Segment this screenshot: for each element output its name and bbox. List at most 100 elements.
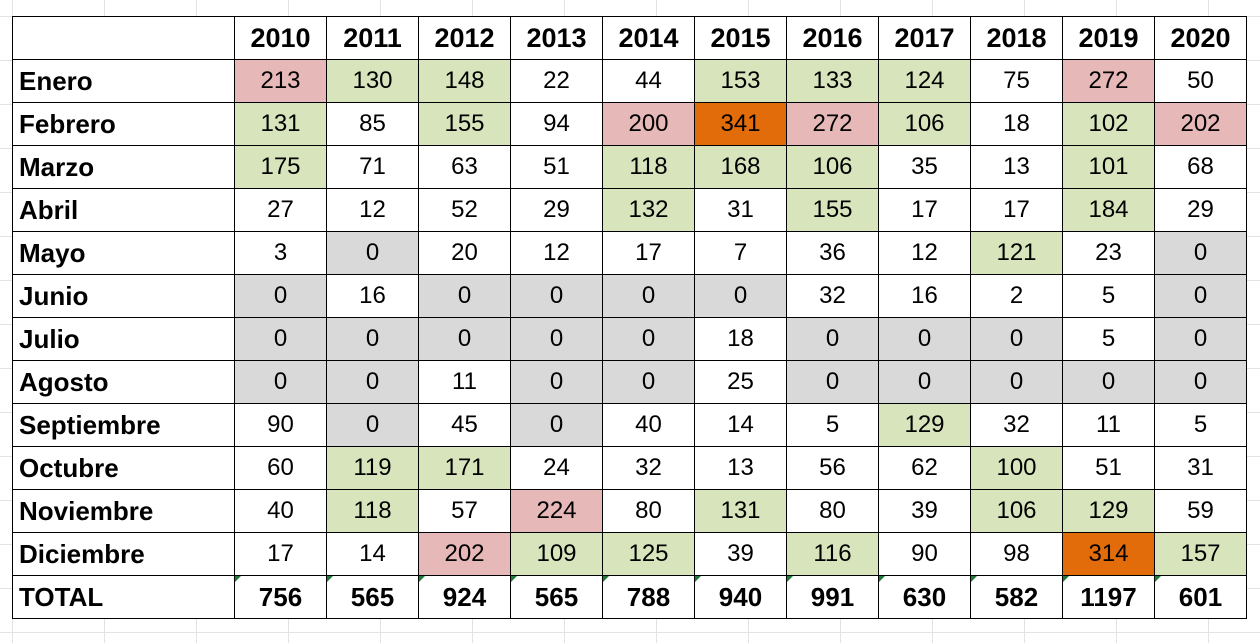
value-cell[interactable]: 44: [602, 59, 695, 103]
value-cell[interactable]: 52: [418, 188, 511, 232]
value-cell[interactable]: 50: [1154, 59, 1247, 103]
value-cell[interactable]: 85: [326, 102, 419, 146]
value-cell[interactable]: 102: [1062, 102, 1155, 146]
value-cell[interactable]: 14: [694, 403, 787, 447]
value-cell[interactable]: 22: [510, 59, 603, 103]
total-cell[interactable]: 1197: [1062, 575, 1155, 619]
month-label[interactable]: Marzo: [12, 145, 235, 189]
value-cell[interactable]: 0: [786, 360, 879, 404]
year-header[interactable]: 2018: [970, 16, 1063, 60]
value-cell[interactable]: 80: [602, 489, 695, 533]
value-cell[interactable]: 90: [234, 403, 327, 447]
value-cell[interactable]: 17: [234, 532, 327, 576]
value-cell[interactable]: 62: [878, 446, 971, 490]
month-label[interactable]: Mayo: [12, 231, 235, 275]
value-cell[interactable]: 341: [694, 102, 787, 146]
total-label[interactable]: TOTAL: [12, 575, 235, 619]
month-label[interactable]: Diciembre: [12, 532, 235, 576]
value-cell[interactable]: 14: [326, 532, 419, 576]
total-cell[interactable]: 940: [694, 575, 787, 619]
value-cell[interactable]: 202: [1154, 102, 1247, 146]
value-cell[interactable]: 71: [326, 145, 419, 189]
value-cell[interactable]: 20: [418, 231, 511, 275]
value-cell[interactable]: 272: [786, 102, 879, 146]
total-cell[interactable]: 991: [786, 575, 879, 619]
value-cell[interactable]: 0: [326, 231, 419, 275]
year-header[interactable]: 2010: [234, 16, 327, 60]
value-cell[interactable]: 45: [418, 403, 511, 447]
value-cell[interactable]: 40: [602, 403, 695, 447]
value-cell[interactable]: 118: [602, 145, 695, 189]
value-cell[interactable]: 0: [510, 274, 603, 318]
value-cell[interactable]: 0: [786, 317, 879, 361]
value-cell[interactable]: 94: [510, 102, 603, 146]
value-cell[interactable]: 224: [510, 489, 603, 533]
total-cell[interactable]: 788: [602, 575, 695, 619]
value-cell[interactable]: 314: [1062, 532, 1155, 576]
value-cell[interactable]: 124: [878, 59, 971, 103]
value-cell[interactable]: 0: [418, 274, 511, 318]
year-header[interactable]: 2013: [510, 16, 603, 60]
value-cell[interactable]: 0: [326, 317, 419, 361]
total-cell[interactable]: 565: [326, 575, 419, 619]
year-header[interactable]: 2014: [602, 16, 695, 60]
value-cell[interactable]: 40: [234, 489, 327, 533]
value-cell[interactable]: 25: [694, 360, 787, 404]
value-cell[interactable]: 133: [786, 59, 879, 103]
year-header[interactable]: 2012: [418, 16, 511, 60]
month-label[interactable]: Julio: [12, 317, 235, 361]
value-cell[interactable]: 119: [326, 446, 419, 490]
value-cell[interactable]: 13: [694, 446, 787, 490]
value-cell[interactable]: 7: [694, 231, 787, 275]
value-cell[interactable]: 125: [602, 532, 695, 576]
value-cell[interactable]: 106: [878, 102, 971, 146]
value-cell[interactable]: 16: [326, 274, 419, 318]
value-cell[interactable]: 36: [786, 231, 879, 275]
value-cell[interactable]: 5: [1062, 274, 1155, 318]
value-cell[interactable]: 17: [602, 231, 695, 275]
value-cell[interactable]: 39: [694, 532, 787, 576]
value-cell[interactable]: 200: [602, 102, 695, 146]
value-cell[interactable]: 0: [878, 360, 971, 404]
value-cell[interactable]: 0: [510, 403, 603, 447]
value-cell[interactable]: 51: [1062, 446, 1155, 490]
value-cell[interactable]: 0: [970, 360, 1063, 404]
month-label[interactable]: Octubre: [12, 446, 235, 490]
value-cell[interactable]: 106: [970, 489, 1063, 533]
value-cell[interactable]: 23: [1062, 231, 1155, 275]
value-cell[interactable]: 101: [1062, 145, 1155, 189]
value-cell[interactable]: 121: [970, 231, 1063, 275]
value-cell[interactable]: 75: [970, 59, 1063, 103]
value-cell[interactable]: 27: [234, 188, 327, 232]
value-cell[interactable]: 32: [786, 274, 879, 318]
value-cell[interactable]: 129: [878, 403, 971, 447]
value-cell[interactable]: 12: [326, 188, 419, 232]
value-cell[interactable]: 3: [234, 231, 327, 275]
value-cell[interactable]: 18: [970, 102, 1063, 146]
corner-cell[interactable]: [12, 16, 235, 60]
total-cell[interactable]: 924: [418, 575, 511, 619]
value-cell[interactable]: 5: [1154, 403, 1247, 447]
value-cell[interactable]: 155: [786, 188, 879, 232]
month-label[interactable]: Enero: [12, 59, 235, 103]
value-cell[interactable]: 0: [326, 360, 419, 404]
value-cell[interactable]: 5: [786, 403, 879, 447]
value-cell[interactable]: 16: [878, 274, 971, 318]
value-cell[interactable]: 130: [326, 59, 419, 103]
value-cell[interactable]: 118: [326, 489, 419, 533]
month-label[interactable]: Junio: [12, 274, 235, 318]
value-cell[interactable]: 0: [1154, 274, 1247, 318]
total-cell[interactable]: 630: [878, 575, 971, 619]
value-cell[interactable]: 131: [234, 102, 327, 146]
value-cell[interactable]: 12: [510, 231, 603, 275]
year-header[interactable]: 2017: [878, 16, 971, 60]
value-cell[interactable]: 0: [1062, 360, 1155, 404]
month-label[interactable]: Agosto: [12, 360, 235, 404]
value-cell[interactable]: 0: [602, 274, 695, 318]
month-label[interactable]: Septiembre: [12, 403, 235, 447]
total-cell[interactable]: 565: [510, 575, 603, 619]
value-cell[interactable]: 184: [1062, 188, 1155, 232]
value-cell[interactable]: 0: [326, 403, 419, 447]
value-cell[interactable]: 129: [1062, 489, 1155, 533]
value-cell[interactable]: 155: [418, 102, 511, 146]
